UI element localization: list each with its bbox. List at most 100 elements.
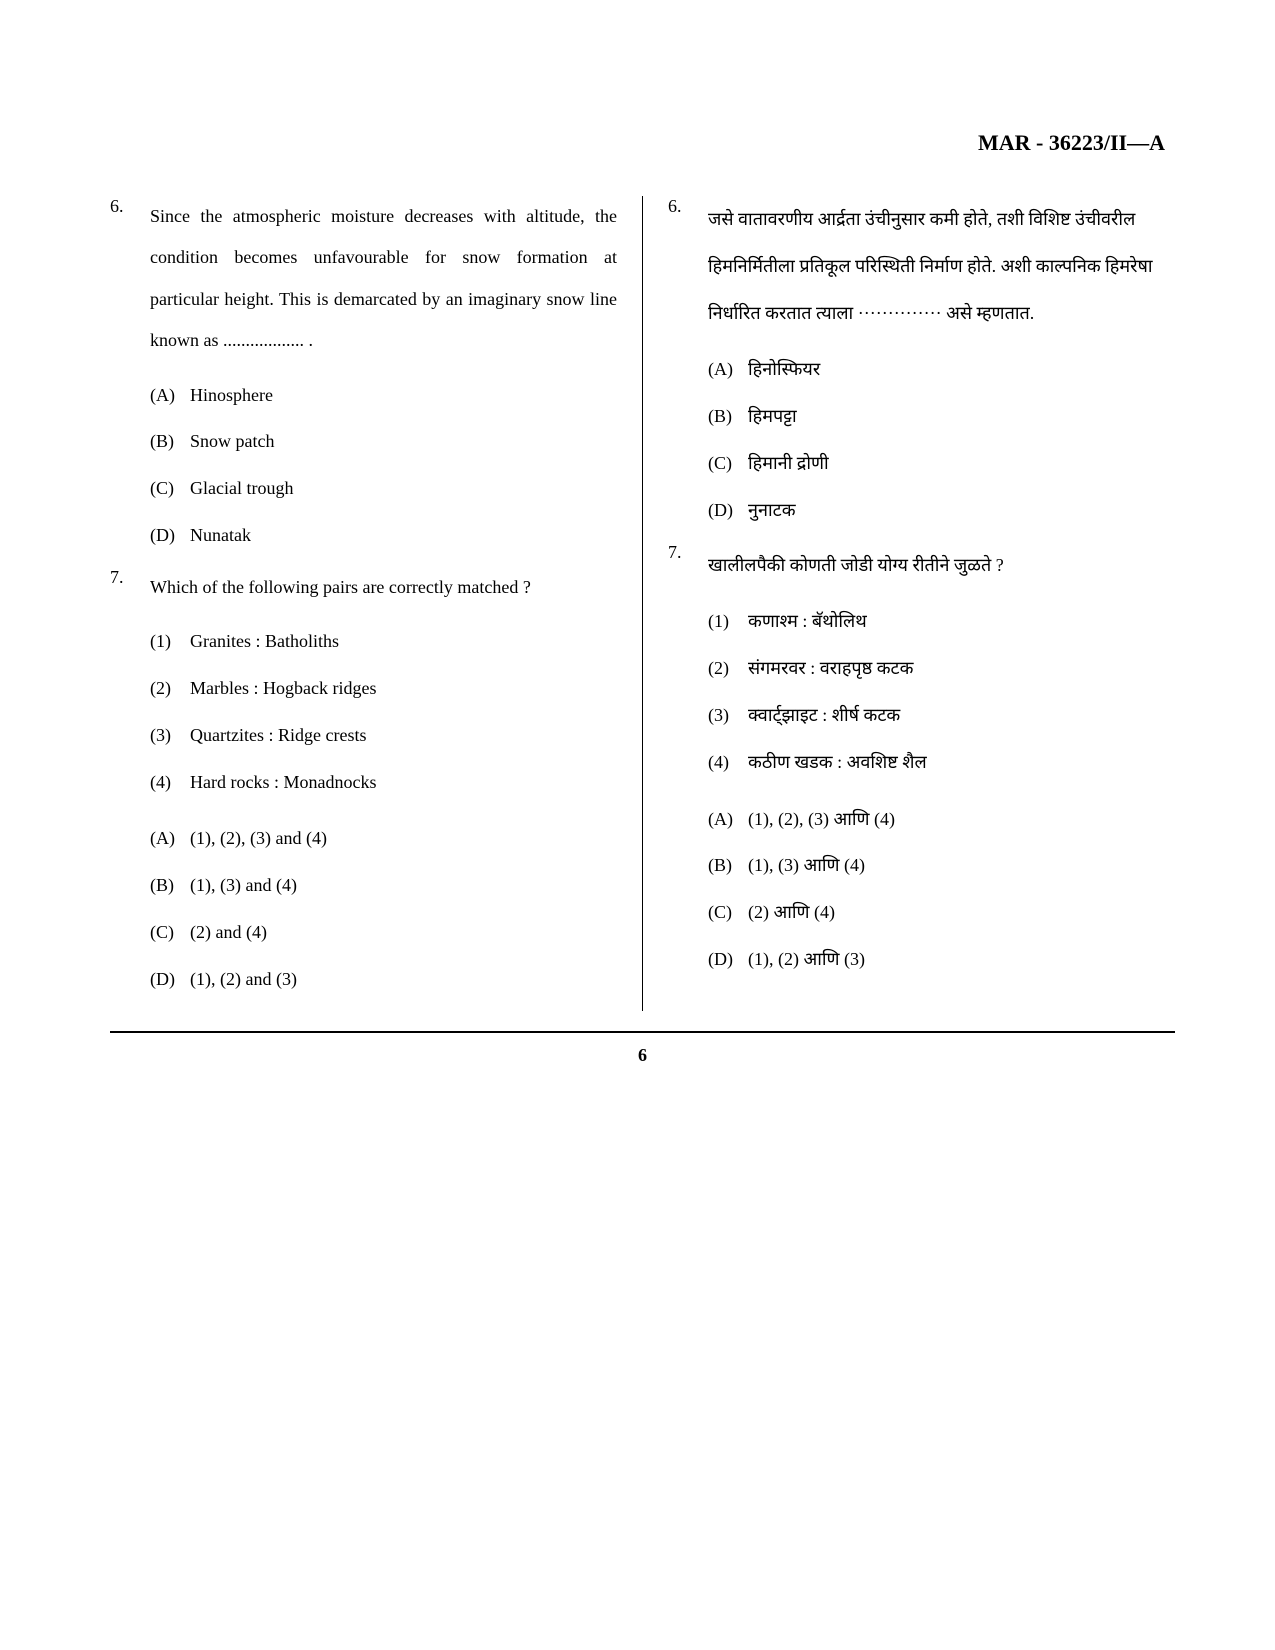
option-label: (B) [708, 842, 748, 889]
question-number: 6. [668, 196, 708, 534]
question-number: 7. [668, 542, 708, 983]
option-text: (1), (2) आणि (3) [748, 936, 1175, 983]
pair-label: (3) [708, 692, 748, 739]
option-text: (1), (3) आणि (4) [748, 842, 1175, 889]
option-label: (C) [708, 440, 748, 487]
option-label: (B) [150, 418, 190, 465]
option-list: (A) Hinosphere (B) Snow patch (C) Glacia… [150, 372, 617, 559]
pair-label: (4) [708, 739, 748, 786]
option-d: (D) (1), (2) and (3) [150, 956, 617, 1003]
option-text: हिमानी द्रोणी [748, 440, 1175, 487]
option-label: (D) [708, 936, 748, 983]
question-body: जसे वातावरणीय आर्द्रता उंचीनुसार कमी होत… [708, 196, 1175, 534]
option-a: (A) Hinosphere [150, 372, 617, 419]
option-label: (D) [150, 512, 190, 559]
option-label: (C) [150, 465, 190, 512]
option-label: (D) [150, 956, 190, 1003]
right-column: 6. जसे वातावरणीय आर्द्रता उंचीनुसार कमी … [643, 196, 1175, 1011]
option-label: (A) [150, 372, 190, 419]
pair-2: (2) संगमरवर : वराहपृष्ठ कटक [708, 645, 1175, 692]
question-6-mr: 6. जसे वातावरणीय आर्द्रता उंचीनुसार कमी … [668, 196, 1175, 534]
option-text: (2) आणि (4) [748, 889, 1175, 936]
option-c: (C) Glacial trough [150, 465, 617, 512]
option-text: नुनाटक [748, 487, 1175, 534]
pair-3: (3) Quartzites : Ridge crests [150, 712, 617, 759]
option-d: (D) Nunatak [150, 512, 617, 559]
content-columns: 6. Since the atmospheric moisture decrea… [110, 196, 1175, 1033]
pair-text: Quartzites : Ridge crests [190, 712, 617, 759]
question-body: Since the atmospheric moisture decreases… [150, 196, 617, 559]
option-text: (1), (2) and (3) [190, 956, 617, 1003]
pair-label: (4) [150, 759, 190, 806]
option-label: (A) [708, 346, 748, 393]
option-list: (A) (1), (2), (3) and (4) (B) (1), (3) a… [150, 815, 617, 1002]
pair-label: (1) [150, 618, 190, 665]
pair-3: (3) क्वार्ट्झाइट : शीर्ष कटक [708, 692, 1175, 739]
pair-list: (1) Granites : Batholiths (2) Marbles : … [150, 618, 617, 805]
option-text: (1), (2), (3) and (4) [190, 815, 617, 862]
option-d: (D) नुनाटक [708, 487, 1175, 534]
option-a: (A) (1), (2), (3) and (4) [150, 815, 617, 862]
option-c: (C) (2) आणि (4) [708, 889, 1175, 936]
question-text: Which of the following pairs are correct… [150, 567, 617, 608]
pair-text: संगमरवर : वराहपृष्ठ कटक [748, 645, 1175, 692]
question-body: खालीलपैकी कोणती जोडी योग्य रीतीने जुळते … [708, 542, 1175, 983]
question-6-en: 6. Since the atmospheric moisture decrea… [110, 196, 617, 559]
option-d: (D) (1), (2) आणि (3) [708, 936, 1175, 983]
pair-2: (2) Marbles : Hogback ridges [150, 665, 617, 712]
option-text: (1), (2), (3) आणि (4) [748, 796, 1175, 843]
pair-text: कणाश्म : बॅथोलिथ [748, 598, 1175, 645]
option-b: (B) Snow patch [150, 418, 617, 465]
option-label: (C) [708, 889, 748, 936]
option-list: (A) (1), (2), (3) आणि (4) (B) (1), (3) आ… [708, 796, 1175, 983]
question-7-mr: 7. खालीलपैकी कोणती जोडी योग्य रीतीने जुळ… [668, 542, 1175, 983]
pair-text: कठीण खडक : अवशिष्ट शैल [748, 739, 1175, 786]
question-text: जसे वातावरणीय आर्द्रता उंचीनुसार कमी होत… [708, 196, 1175, 336]
pair-text: Granites : Batholiths [190, 618, 617, 665]
pair-label: (3) [150, 712, 190, 759]
pair-1: (1) Granites : Batholiths [150, 618, 617, 665]
pair-label: (2) [708, 645, 748, 692]
pair-list: (1) कणाश्म : बॅथोलिथ (2) संगमरवर : वराहप… [708, 598, 1175, 785]
option-text: (1), (3) and (4) [190, 862, 617, 909]
option-b: (B) (1), (3) and (4) [150, 862, 617, 909]
option-c: (C) (2) and (4) [150, 909, 617, 956]
left-column: 6. Since the atmospheric moisture decrea… [110, 196, 643, 1011]
page-number: 6 [110, 1045, 1175, 1066]
option-text: Glacial trough [190, 465, 617, 512]
option-text: Nunatak [190, 512, 617, 559]
option-b: (B) (1), (3) आणि (4) [708, 842, 1175, 889]
page: MAR - 36223/II—A 6. Since the atmospheri… [0, 0, 1275, 1126]
pair-4: (4) कठीण खडक : अवशिष्ट शैल [708, 739, 1175, 786]
option-text: Hinosphere [190, 372, 617, 419]
option-label: (A) [708, 796, 748, 843]
pair-text: Hard rocks : Monadnocks [190, 759, 617, 806]
question-text: खालीलपैकी कोणती जोडी योग्य रीतीने जुळते … [708, 542, 1175, 589]
pair-4: (4) Hard rocks : Monadnocks [150, 759, 617, 806]
option-text: Snow patch [190, 418, 617, 465]
option-label: (A) [150, 815, 190, 862]
option-label: (C) [150, 909, 190, 956]
question-number: 6. [110, 196, 150, 559]
option-label: (B) [150, 862, 190, 909]
option-a: (A) हिनोस्फियर [708, 346, 1175, 393]
option-text: (2) and (4) [190, 909, 617, 956]
pair-text: Marbles : Hogback ridges [190, 665, 617, 712]
pair-label: (2) [150, 665, 190, 712]
option-list: (A) हिनोस्फियर (B) हिमपट्टा (C) हिमानी द… [708, 346, 1175, 533]
paper-code-header: MAR - 36223/II—A [110, 130, 1175, 156]
option-a: (A) (1), (2), (3) आणि (4) [708, 796, 1175, 843]
pair-text: क्वार्ट्झाइट : शीर्ष कटक [748, 692, 1175, 739]
option-c: (C) हिमानी द्रोणी [708, 440, 1175, 487]
option-text: हिनोस्फियर [748, 346, 1175, 393]
question-7-en: 7. Which of the following pairs are corr… [110, 567, 617, 1003]
option-label: (D) [708, 487, 748, 534]
pair-label: (1) [708, 598, 748, 645]
question-text: Since the atmospheric moisture decreases… [150, 196, 617, 362]
option-text: हिमपट्टा [748, 393, 1175, 440]
pair-1: (1) कणाश्म : बॅथोलिथ [708, 598, 1175, 645]
option-b: (B) हिमपट्टा [708, 393, 1175, 440]
question-body: Which of the following pairs are correct… [150, 567, 617, 1003]
question-number: 7. [110, 567, 150, 1003]
option-label: (B) [708, 393, 748, 440]
